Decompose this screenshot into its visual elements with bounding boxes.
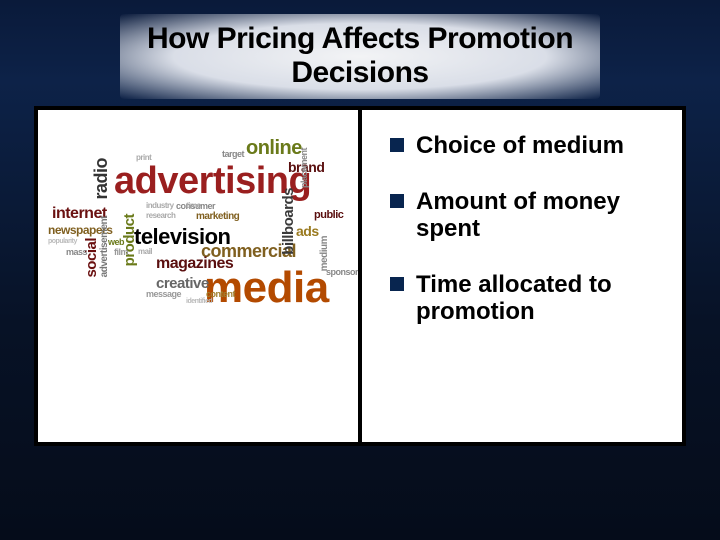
bullet-item: Time allocated to promotion: [390, 271, 664, 326]
wordcloud-word: mail: [138, 248, 152, 256]
wordcloud-word: identified: [186, 298, 212, 305]
wordcloud-word: popularity: [48, 238, 77, 245]
wordcloud-word: ads: [296, 224, 319, 238]
content-row: advertisingmediatelevisioncommercialmaga…: [34, 106, 686, 446]
wordcloud-word: research: [146, 212, 175, 220]
wordcloud-word: media: [204, 266, 329, 310]
bullet-icon: [390, 277, 404, 291]
wordcloud-word: time: [186, 202, 200, 210]
bullet-list: Choice of medium Amount of money spent Tim…: [390, 132, 664, 326]
wordcloud-word: public: [314, 210, 343, 221]
wordcloud-word: radio: [92, 158, 110, 200]
bullet-icon: [390, 138, 404, 152]
bullets-panel: Choice of medium Amount of money spent Tim…: [360, 106, 686, 446]
wordcloud-panel: advertisingmediatelevisioncommercialmaga…: [34, 106, 360, 446]
bullet-item: Choice of medium: [390, 132, 664, 160]
title-banner: How Pricing Affects Promotion Decisions: [120, 14, 600, 99]
wordcloud-word: print: [136, 154, 151, 162]
wordcloud-word: marketing: [196, 212, 239, 222]
wordcloud-word: product: [122, 214, 137, 266]
bullet-text: Choice of medium: [416, 132, 624, 160]
wordcloud-word: social: [84, 238, 99, 278]
wordcloud-word: sponsor: [326, 268, 358, 277]
wordcloud-word: mass: [66, 248, 87, 257]
wordcloud-word: placement: [300, 148, 309, 188]
wordcloud-word: industry: [146, 202, 174, 210]
bullet-text: Amount of money spent: [416, 188, 664, 243]
bullet-icon: [390, 194, 404, 208]
wordcloud-word: magazines: [156, 256, 233, 272]
wordcloud-word: film: [114, 248, 128, 257]
wordcloud-word: billboards: [281, 188, 296, 255]
wordcloud-word: web: [108, 238, 124, 247]
bullet-text: Time allocated to promotion: [416, 271, 664, 326]
slide-title: How Pricing Affects Promotion Decisions: [140, 22, 580, 89]
wordcloud-word: online: [246, 138, 302, 158]
slide: How Pricing Affects Promotion Decisions …: [0, 0, 720, 540]
wordcloud: advertisingmediatelevisioncommercialmaga…: [46, 118, 350, 434]
bullet-item: Amount of money spent: [390, 188, 664, 243]
wordcloud-word: target: [222, 150, 244, 159]
wordcloud-word: message: [146, 290, 181, 299]
